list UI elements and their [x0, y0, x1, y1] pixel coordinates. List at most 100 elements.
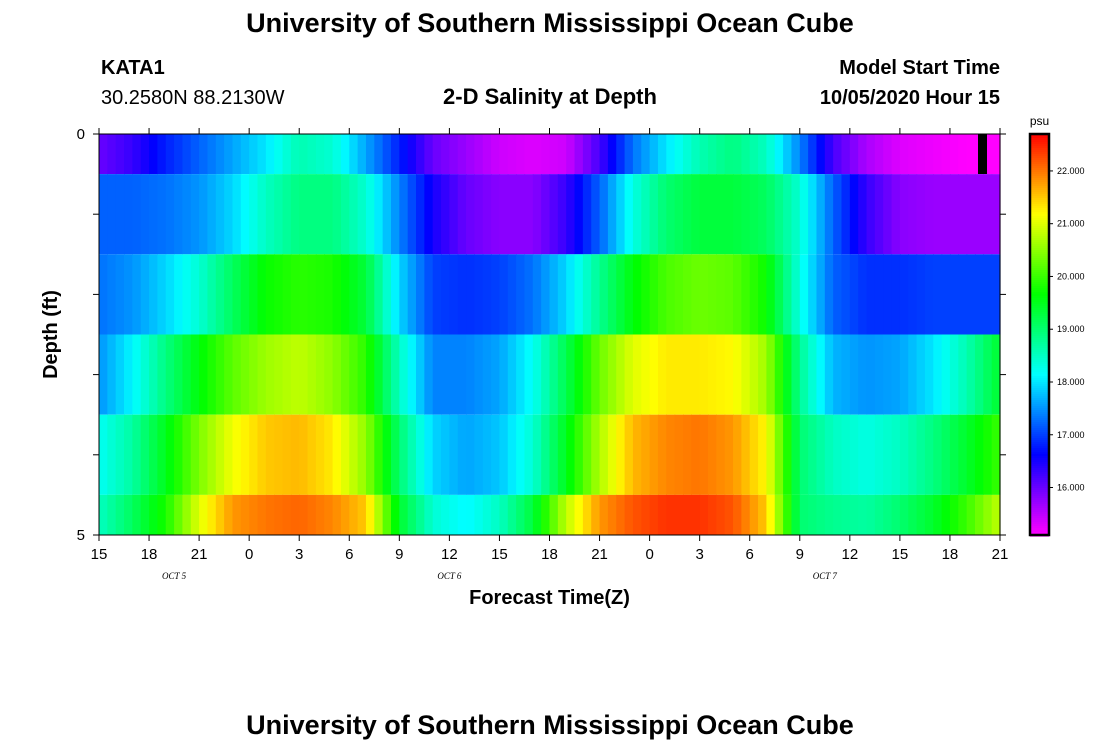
station-location: 30.2580N 88.2130W	[101, 87, 285, 109]
colorbar-segment	[1030, 298, 1049, 301]
date-label: OCT 6	[437, 571, 462, 581]
colorbar-segment	[1030, 388, 1049, 391]
colorbar-segment	[1030, 520, 1049, 523]
heatmap-cell	[866, 414, 876, 495]
colorbar-segment	[1030, 320, 1049, 323]
heatmap-cell	[916, 254, 926, 335]
heatmap-cell	[382, 254, 392, 335]
heatmap-cell	[566, 254, 576, 335]
colorbar-segment	[1030, 418, 1049, 421]
heatmap-cell	[691, 334, 701, 415]
colorbar-segment	[1030, 386, 1049, 389]
heatmap-cell	[240, 334, 250, 415]
heatmap-cell	[799, 174, 809, 255]
heatmap-cell	[958, 174, 968, 255]
heatmap-cell	[407, 494, 417, 535]
heatmap-cell	[549, 494, 559, 535]
heatmap-cell	[799, 494, 809, 535]
heatmap-cell	[591, 494, 601, 535]
heatmap-cell	[883, 494, 893, 535]
heatmap-cell	[657, 174, 667, 255]
heatmap-cell	[624, 174, 634, 255]
heatmap-cell	[274, 494, 284, 535]
colorbar-segment	[1030, 476, 1049, 479]
heatmap-cell	[557, 414, 567, 495]
colorbar-segment	[1030, 468, 1049, 471]
x-tick-label: 12	[441, 546, 458, 563]
heatmap-cell	[808, 174, 818, 255]
heatmap-cell	[599, 254, 609, 335]
colorbar-segment	[1030, 362, 1049, 365]
heatmap-cell	[849, 134, 859, 175]
heatmap-cell	[891, 334, 901, 415]
heatmap-cell	[182, 174, 192, 255]
colorbar-segment	[1030, 194, 1049, 197]
heatmap-cell	[708, 494, 717, 535]
heatmap-cell	[432, 414, 442, 495]
heatmap-cell	[749, 174, 759, 255]
heatmap-cell	[274, 174, 284, 255]
heatmap-cell	[883, 134, 893, 175]
heatmap-cell	[749, 254, 759, 335]
heatmap-cell	[140, 414, 150, 495]
heatmap-cell	[240, 174, 250, 255]
x-tick-label: 9	[395, 546, 403, 563]
colorbar-segment	[1030, 260, 1049, 263]
heatmap-cell	[841, 414, 851, 495]
colorbar-segment	[1030, 516, 1049, 519]
heatmap-cell	[174, 254, 184, 335]
heatmap-cell	[274, 254, 284, 335]
heatmap-cell	[641, 134, 651, 175]
heatmap-cell	[574, 414, 584, 495]
heatmap-cell	[699, 134, 709, 175]
heatmap-cell	[115, 334, 125, 415]
heatmap-cell	[140, 334, 150, 415]
heatmap-cell	[591, 334, 601, 415]
heatmap-cell	[140, 494, 150, 535]
colorbar-segment	[1030, 192, 1049, 195]
colorbar-segment	[1030, 248, 1049, 251]
heatmap-cell	[574, 134, 584, 175]
heatmap-cell	[983, 134, 993, 175]
heatmap-cell	[516, 254, 526, 335]
heatmap-cell	[682, 134, 692, 175]
heatmap-cell	[249, 334, 259, 415]
heatmap-cell	[232, 254, 242, 335]
heatmap-cell	[991, 494, 1001, 535]
heatmap-cell	[841, 134, 851, 175]
colorbar-segment	[1030, 464, 1049, 467]
heatmap-cell	[858, 334, 868, 415]
heatmap-cell	[933, 134, 943, 175]
heatmap-cell	[557, 174, 567, 255]
heatmap-cell	[324, 174, 334, 255]
x-tick-label: 15	[491, 546, 508, 563]
heatmap-cell	[99, 254, 108, 335]
heatmap-cell	[632, 414, 642, 495]
heatmap-cell	[399, 254, 409, 335]
heatmap-cell	[774, 174, 784, 255]
date-label: OCT 5	[162, 571, 187, 581]
heatmap-cell	[215, 134, 225, 175]
x-tick-label: 9	[796, 546, 804, 563]
heatmap-cell	[232, 174, 242, 255]
heatmap-cell	[958, 414, 968, 495]
heatmap-cell	[457, 254, 467, 335]
colorbar-segment	[1030, 286, 1049, 289]
colorbar-segment	[1030, 208, 1049, 211]
colorbar-segment	[1030, 368, 1049, 371]
colorbar-segment	[1030, 356, 1049, 359]
heatmap-cell	[165, 334, 175, 415]
heatmap-cell	[199, 254, 209, 335]
heatmap-cell	[441, 494, 450, 535]
colorbar-tick-label: 17.000	[1057, 430, 1085, 440]
colorbar-segment	[1030, 220, 1049, 223]
heatmap-cell	[532, 414, 542, 495]
colorbar: 16.000 17.000 18.000 19.000 20.000 21.000 22.0…	[1028, 114, 1085, 537]
colorbar-tick-label: 16.000	[1057, 483, 1085, 493]
heatmap-cell	[983, 334, 993, 415]
heatmap-cell	[791, 414, 801, 495]
colorbar-segment	[1030, 166, 1049, 169]
colorbar-segment	[1030, 410, 1049, 413]
heatmap-cell	[833, 174, 843, 255]
heatmap-cell	[424, 134, 434, 175]
